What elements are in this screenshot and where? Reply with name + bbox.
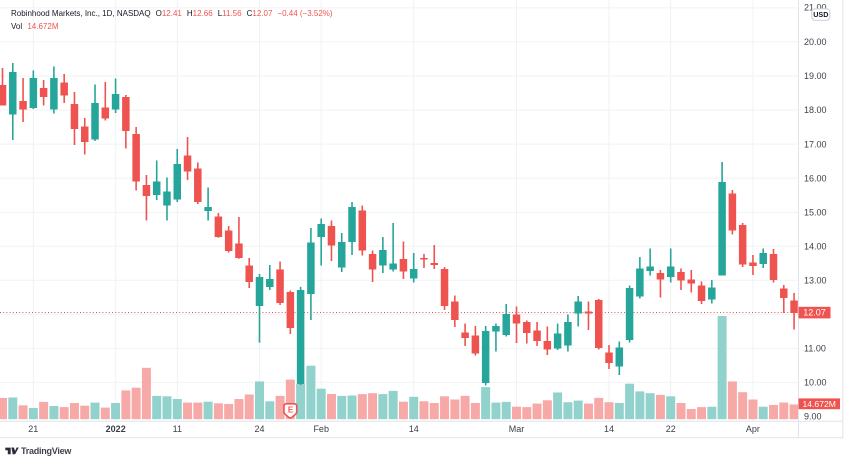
svg-text:E: E [288, 406, 294, 415]
svg-text:Vol 14.672M: Vol 14.672M [11, 22, 59, 31]
svg-text:11.00: 11.00 [804, 344, 826, 354]
svg-text:24: 24 [254, 424, 264, 434]
svg-text:19.00: 19.00 [804, 71, 827, 81]
svg-text:17.00: 17.00 [804, 139, 827, 149]
svg-text:14: 14 [409, 424, 419, 434]
svg-text:21: 21 [28, 424, 38, 434]
svg-text:14.672M: 14.672M [802, 399, 835, 409]
svg-text:22: 22 [666, 424, 676, 434]
svg-text:10.00: 10.00 [804, 378, 827, 388]
svg-text:Feb: Feb [313, 424, 329, 434]
svg-text:14: 14 [604, 424, 614, 434]
svg-text:20.00: 20.00 [804, 37, 827, 47]
svg-text:12.07: 12.07 [803, 308, 826, 318]
svg-text:9.00: 9.00 [804, 412, 822, 422]
svg-text:Robinhood Markets, Inc., 1D, N: Robinhood Markets, Inc., 1D, NASDAQO12.4… [11, 9, 333, 18]
svg-text:Apr: Apr [746, 424, 760, 434]
svg-text:Mar: Mar [509, 424, 525, 434]
svg-text:2022: 2022 [106, 424, 126, 434]
svg-text:USD: USD [813, 10, 828, 19]
svg-text:11: 11 [173, 424, 182, 434]
svg-text:15.00: 15.00 [804, 207, 827, 217]
svg-text:13.00: 13.00 [804, 276, 827, 286]
svg-text:TradingView: TradingView [21, 446, 72, 456]
svg-text:18.00: 18.00 [804, 105, 827, 115]
svg-text:14.00: 14.00 [804, 241, 827, 251]
svg-text:16.00: 16.00 [804, 173, 827, 183]
